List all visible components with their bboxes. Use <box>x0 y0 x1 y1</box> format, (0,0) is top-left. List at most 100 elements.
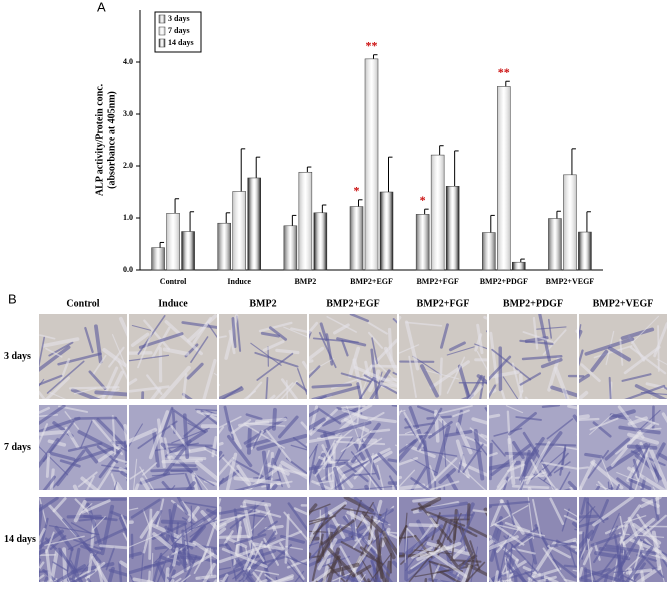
cell-streak <box>148 581 183 590</box>
cell-streak <box>440 359 442 395</box>
y-tick-label: 3.0 <box>123 109 133 118</box>
cell-streak <box>274 410 275 429</box>
x-tick-label: BMP2+VEGF <box>546 277 595 286</box>
bar <box>299 172 312 270</box>
y-tick-label: 0.0 <box>123 265 133 274</box>
legend-swatch <box>159 15 165 23</box>
bar <box>248 178 261 270</box>
cell-streak <box>493 582 512 590</box>
row-label: 7 days <box>4 442 31 453</box>
bar <box>350 207 363 270</box>
x-tick-label: Control <box>160 277 187 286</box>
cell-streak <box>18 560 39 590</box>
panel-label: B <box>8 291 17 306</box>
bar <box>416 214 429 270</box>
cell-streak <box>163 460 201 462</box>
cell-streak <box>54 582 68 590</box>
column-label: Control <box>66 298 99 309</box>
cell-streak <box>511 581 538 590</box>
bar <box>182 232 195 270</box>
cell-streak <box>353 521 354 539</box>
cell-streak <box>339 582 369 590</box>
bar <box>365 59 378 270</box>
cell-streak <box>536 444 575 445</box>
legend-label: 3 days <box>168 14 190 23</box>
column-label: BMP2 <box>249 298 276 309</box>
bar <box>314 213 327 270</box>
cell-streak <box>390 329 392 359</box>
significance-mark: ** <box>498 65 510 79</box>
panel-label: A <box>97 0 106 14</box>
x-tick-label: BMP2+PDGF <box>480 277 528 286</box>
bar <box>233 191 246 270</box>
micrograph <box>20 314 143 412</box>
legend-swatch <box>159 39 165 47</box>
column-label: BMP2+EGF <box>326 298 379 309</box>
column-label: BMP2+PDGF <box>503 298 563 309</box>
row-label: 3 days <box>4 351 31 362</box>
cell-streak <box>212 581 243 590</box>
cell-streak <box>257 419 285 421</box>
y-tick-label: 2.0 <box>123 161 133 170</box>
cell-streak <box>200 581 216 590</box>
cell-streak <box>26 555 55 556</box>
bar <box>497 86 510 270</box>
y-tick-label: 4.0 <box>123 57 133 66</box>
cell-streak <box>238 581 240 590</box>
bar <box>548 219 561 270</box>
bar <box>431 155 444 270</box>
cell-streak <box>75 418 115 419</box>
bar <box>284 226 297 270</box>
cell-streak <box>410 525 437 526</box>
cell-streak <box>521 375 522 390</box>
cell-streak <box>657 497 658 513</box>
bar <box>446 186 459 270</box>
x-tick-label: BMP2 <box>294 277 316 286</box>
x-tick-label: BMP2+FGF <box>416 277 458 286</box>
cell-streak <box>13 551 43 569</box>
x-tick-label: BMP2+EGF <box>350 277 393 286</box>
cell-streak <box>311 582 316 590</box>
cell-streak <box>132 535 133 558</box>
legend-swatch <box>159 27 165 35</box>
bar <box>563 175 576 270</box>
cell-streak <box>7 582 49 590</box>
significance-mark: ** <box>366 38 378 52</box>
bar <box>482 233 495 270</box>
cell-streak <box>425 579 426 590</box>
row-label: 14 days <box>4 534 36 545</box>
cell-streak <box>150 510 151 559</box>
column-label: Induce <box>158 298 188 309</box>
cell-streak <box>249 429 250 453</box>
bar <box>167 213 180 270</box>
y-axis-label: (absorbance at 405nm) <box>106 91 117 189</box>
cell-streak <box>163 522 185 523</box>
cell-streak <box>66 582 88 590</box>
cell-streak <box>47 454 48 476</box>
cell-streak <box>149 581 173 590</box>
x-tick-label: Induce <box>227 277 251 286</box>
y-tick-label: 1.0 <box>123 213 133 222</box>
cell-streak <box>277 350 298 352</box>
bar <box>218 223 231 270</box>
y-axis-label: ALP activity/Protein conc. <box>94 83 105 196</box>
bar <box>380 192 393 270</box>
significance-mark: * <box>354 184 360 198</box>
bar <box>152 248 165 270</box>
cell-streak <box>55 581 62 590</box>
column-label: BMP2+VEGF <box>593 298 654 309</box>
cell-streak <box>439 581 456 590</box>
column-label: BMP2+FGF <box>417 298 470 309</box>
cell-streak <box>486 582 502 590</box>
bar <box>512 262 525 270</box>
legend-label: 7 days <box>168 26 190 35</box>
legend-label: 14 days <box>168 38 194 47</box>
micrograph-bg <box>399 314 487 399</box>
significance-mark: * <box>420 193 426 207</box>
cell-streak <box>15 576 43 590</box>
cell-streak <box>629 446 656 447</box>
bar <box>578 232 591 270</box>
cell-streak <box>333 444 334 489</box>
cell-streak <box>174 465 195 466</box>
